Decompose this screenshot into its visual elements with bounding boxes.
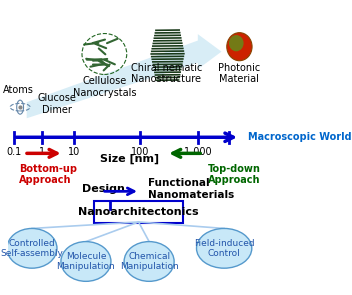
Text: Chemical
Manipulation: Chemical Manipulation	[120, 252, 178, 271]
Text: 100: 100	[131, 147, 149, 157]
FancyBboxPatch shape	[94, 201, 183, 224]
Text: 1: 1	[39, 147, 45, 157]
Ellipse shape	[196, 228, 252, 268]
Text: 10: 10	[68, 147, 80, 157]
Text: Cellulose
Nanocrystals: Cellulose Nanocrystals	[73, 76, 136, 98]
Circle shape	[227, 33, 252, 61]
Text: Nanoarchitectonics: Nanoarchitectonics	[78, 207, 199, 217]
Text: 0.1: 0.1	[6, 147, 21, 157]
Text: Top-down
Approach: Top-down Approach	[208, 163, 261, 185]
Text: Photonic
Material: Photonic Material	[218, 63, 260, 84]
Ellipse shape	[124, 242, 174, 281]
Text: Bottom-up
Approach: Bottom-up Approach	[19, 163, 77, 185]
Ellipse shape	[7, 228, 57, 268]
Text: Size [nm]: Size [nm]	[100, 154, 159, 165]
Text: Field-induced
Control: Field-induced Control	[194, 239, 254, 258]
Text: Macroscopic World: Macroscopic World	[248, 132, 351, 142]
Text: Controlled
Self-assembly: Controlled Self-assembly	[1, 239, 63, 258]
Text: Chiral nematic
Nanostructure: Chiral nematic Nanostructure	[131, 63, 202, 84]
Text: Functional
Nanomaterials: Functional Nanomaterials	[148, 178, 234, 200]
Text: Glucose
Dimer: Glucose Dimer	[38, 94, 76, 115]
Text: Design: Design	[82, 184, 125, 194]
Circle shape	[229, 35, 244, 51]
Text: 1 000: 1 000	[184, 147, 212, 157]
Polygon shape	[27, 34, 221, 118]
Text: Atoms: Atoms	[4, 85, 34, 95]
Ellipse shape	[61, 242, 111, 281]
Text: Molecule
Manipulation: Molecule Manipulation	[57, 252, 115, 271]
